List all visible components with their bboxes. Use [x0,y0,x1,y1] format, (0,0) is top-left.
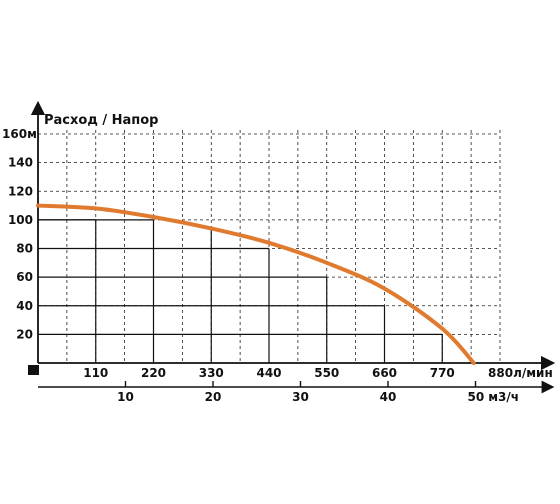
y-tick-label: 60 [16,270,33,284]
y-axis-ticks: 20 40 60 80 100 120 140 160м [2,127,37,341]
y-tick-label: 120 [8,184,33,198]
x-tick-label: 110 [83,366,108,380]
x-tick-label: 770 [430,366,455,380]
origin-square [28,365,39,375]
y-tick-label: 20 [16,327,33,341]
performance-curve [36,203,476,365]
x2-axis-ticks: 10 20 30 40 50 м3/ч [117,381,519,404]
y-tick-label: 140 [8,156,33,170]
y-tick-label: 160м [2,127,37,141]
highlight-grid [38,219,443,363]
x2-tick-label: 30 [292,390,309,404]
y-tick-label: 80 [16,242,33,256]
x-axis-ticks: 110 220 330 440 550 660 770 880л/мин [83,366,553,380]
y-tick-label: 100 [8,213,33,227]
x-tick-label: 440 [256,366,281,380]
x-tick-label: 220 [141,366,166,380]
x-tick-label: 880л/мин [488,366,553,380]
x2-unit-label: м3/ч [488,390,519,404]
x-tick-label: 550 [314,366,339,380]
y-tick-label: 40 [16,299,33,313]
x-unit-label: л/мин [513,366,553,380]
x-tick-label: 660 [372,366,397,380]
x2-tick-label: 50 м3/ч [468,390,519,404]
x2-tick-label: 20 [205,390,222,404]
x-tick-label: 330 [199,366,224,380]
axes [28,100,556,394]
chart-title: Расход / Напор [44,113,159,128]
y-unit-label: м [27,127,37,141]
x2-tick-label: 10 [117,390,134,404]
curve-layer [36,203,476,365]
x2-tick-label: 40 [380,390,397,404]
